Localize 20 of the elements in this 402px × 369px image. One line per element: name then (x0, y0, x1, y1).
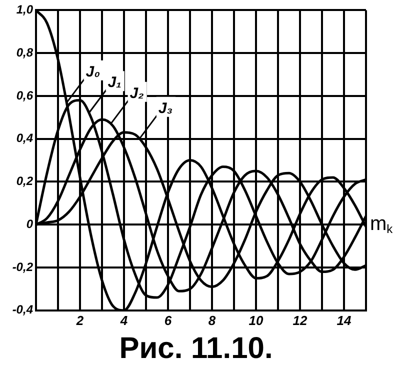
x-tick-label: 6 (164, 312, 172, 328)
y-tick-label: 0,4 (16, 131, 34, 146)
x-tick-label: 8 (208, 312, 216, 328)
annotation: J₂ (130, 84, 144, 102)
x-tick-label: 4 (119, 312, 128, 328)
y-tick-label: 0,2 (16, 174, 34, 188)
y-tick-label: 0,6 (16, 88, 34, 102)
y-tick-label: 1,0 (16, 2, 34, 17)
annotation: J₁ (108, 74, 122, 92)
y-tick-label: 0 (26, 216, 34, 231)
x-tick-label: 14 (336, 312, 352, 328)
annotation: J₀ (86, 63, 100, 80)
x-tick-label: 2 (75, 312, 84, 328)
y-tick-label: 0,8 (16, 45, 34, 60)
annotation: J₃ (158, 100, 173, 117)
x-tick-label: 10 (248, 312, 264, 328)
y-tick-label: -0,2 (12, 260, 34, 274)
y-tick-label: -0,4 (12, 302, 34, 317)
text: Рис. 11.10. (118, 332, 274, 366)
x-tick-label: 12 (292, 312, 308, 328)
